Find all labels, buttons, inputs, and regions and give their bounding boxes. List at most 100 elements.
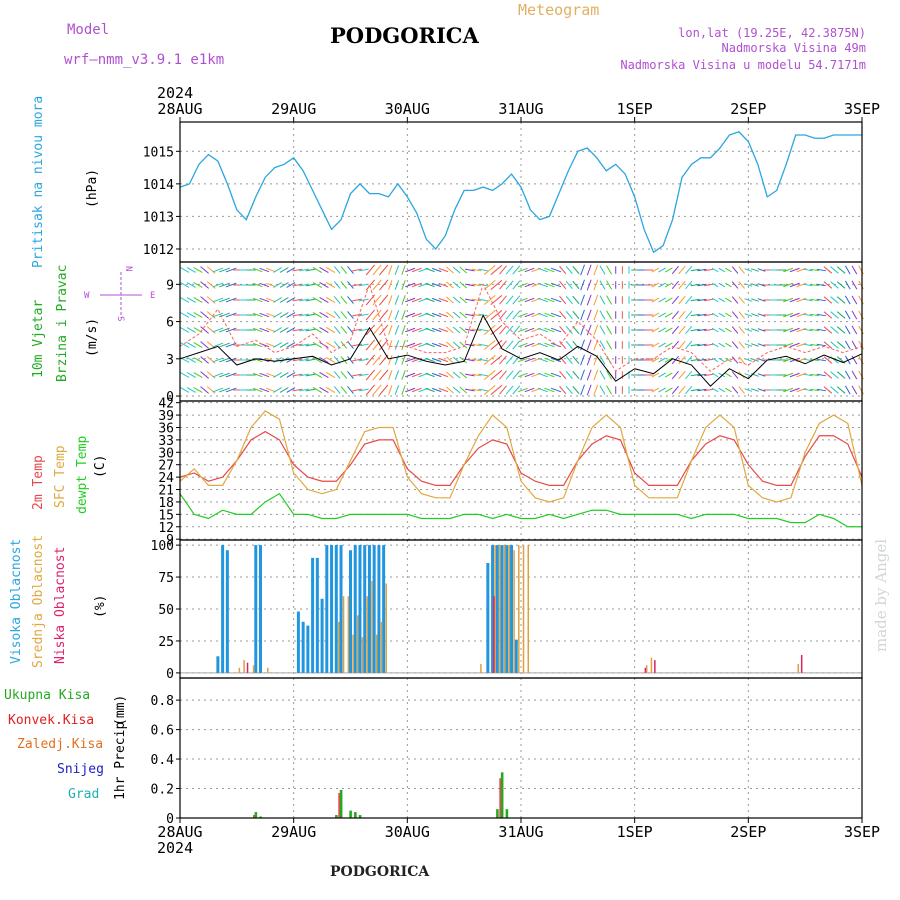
wind-arrow [651,282,660,288]
wind-arrow [658,297,666,303]
wind-arrow [580,384,585,396]
wind-arrow [340,326,348,334]
wind-arrow [651,372,660,378]
wind-arrow [738,341,745,349]
wind-arrow [372,264,382,276]
wind-arrow [286,282,296,288]
wind-arrow [193,342,203,348]
wind-arrow [671,340,679,350]
wind-arrow [731,326,739,334]
wind-arrow [483,309,496,321]
pressure-ylabel: Pritisak na nivou mora [31,96,46,268]
wind-arrow [685,355,693,365]
wind-arrow [200,281,209,289]
mid-cloud-bar [347,596,350,673]
wind-arrow [559,280,567,290]
date-label-top: 30AUG [385,100,430,118]
wind-arrow [212,342,224,348]
wind-arrow [312,372,322,378]
wind-arrow [365,384,376,396]
wind-arrow [180,327,190,333]
wind-arrow [405,327,416,333]
high-cloud-bar [353,545,357,673]
wind-arrow [299,283,310,287]
precip-ylabel: 1hr Precip [113,722,128,800]
wind-arrow [401,280,406,290]
wind-arrow [757,298,766,302]
wind-arrow [809,298,820,302]
panel-wind [293,262,749,401]
conv-precip-bar [338,792,340,818]
wind-arrow [664,327,673,333]
wind-arrow [823,386,833,394]
wind-arrow [411,312,422,318]
wind-arrow [340,386,348,394]
wind-arrow [219,387,230,393]
date-axis-top: 28AUG 29AUG 30AUG 31AUG 1SEP 2SEP 3SEP [157,100,880,122]
wind-arrow [685,265,693,275]
wind-arrow [844,295,851,305]
wind-arrow [193,357,203,363]
wind-arrow [319,327,329,333]
wind-arrow [658,342,666,348]
mid-cloud-bar [243,660,245,673]
footer-city: PODGORICA [330,864,430,880]
wind-arrow [537,357,548,363]
low-cloud-label: Niska Oblacnost [53,547,68,664]
wind-arrow [478,328,488,332]
total-precip-bar [259,816,262,818]
wind-arrow [537,327,548,333]
wind-arrow [550,282,562,288]
wind-arrow [651,267,660,273]
wind-arrow [438,297,449,303]
wind-arrow [580,324,585,336]
wind-arrow [465,313,475,317]
wind-arrow [690,268,700,272]
wind-arrow [200,341,209,349]
wind-arrow [658,327,666,333]
wind-arrow [559,385,567,395]
wind-arrow [606,280,613,290]
wind-arrow [858,370,864,380]
wind-arrow [347,341,354,349]
wind-arrow [446,341,454,349]
panel-clouds [293,540,749,678]
wind-arrow [586,384,592,396]
wind-arrow [697,268,707,272]
wind-arrow [200,296,209,304]
temperature-tick-label: 36 [158,421,174,436]
wind-arrow [697,373,707,377]
wind-arrow [206,356,216,364]
wind-arrow [279,327,289,333]
wind-arrow [703,283,714,287]
mid-cloud-bar [361,637,364,673]
wind-arrow [499,280,507,290]
wind-arrow [580,264,585,276]
wind-arrow [186,357,196,363]
wind-arrow [711,372,719,378]
high-cloud-bar [296,611,300,673]
wind-arrow [388,370,393,380]
wind-arrow [809,283,820,287]
wind-arrow [738,326,745,334]
wind-arrow [664,372,673,378]
wind-arrow [751,313,759,317]
wind-arrow [711,327,719,333]
wind-arrow [550,387,562,393]
low-cloud-bar [800,655,803,673]
wind-arrow [394,280,400,290]
wind-arrow [405,297,416,303]
temperature-tick-label: 18 [158,496,174,511]
wind-arrow [471,313,482,317]
wind-arrow [305,358,316,362]
wind-arrow [425,372,435,378]
wind-arrow [690,343,700,347]
wind-arrow [358,343,369,347]
wind-arrow [671,295,679,305]
temp-dewpt-line [179,492,862,528]
wind-arrow [559,310,567,320]
wind-arrow [259,327,270,333]
wind-arrow [333,266,341,274]
wind-arrow [524,282,535,288]
wind-arrow [483,294,496,306]
